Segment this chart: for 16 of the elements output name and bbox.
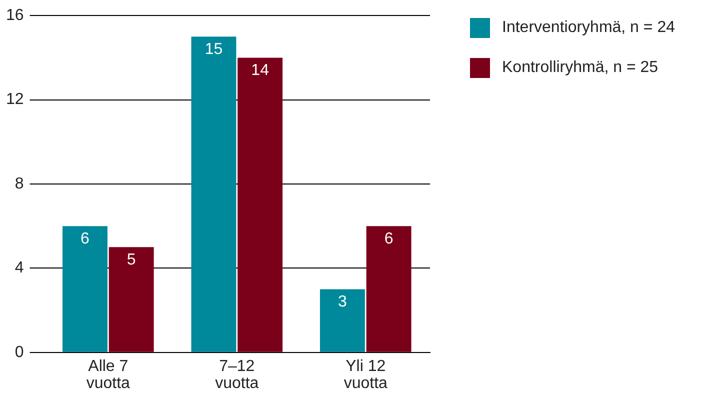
data-label: 6	[80, 230, 90, 248]
legend-label: Interventioryhmä, n = 24	[502, 19, 675, 37]
data-label: 15	[204, 41, 223, 58]
y-tick-label: 8	[14, 175, 24, 192]
data-label: 6	[384, 230, 394, 248]
y-tick-label: 0	[14, 344, 24, 361]
data-label: 14	[251, 62, 270, 80]
x-tick-label: Yli 12 vuotta	[344, 358, 388, 392]
x-tick-label: 7–12 vuotta	[215, 358, 259, 392]
legend-label: Kontrolliryhmä, n = 25	[502, 59, 658, 77]
data-label: 3	[338, 294, 348, 311]
data-label: 5	[126, 252, 136, 269]
y-tick-label: 4	[14, 260, 24, 277]
x-tick-label: Alle 7 vuotta	[86, 358, 130, 392]
y-tick-label: 12	[6, 91, 24, 108]
y-tick-label: 16	[6, 7, 24, 24]
